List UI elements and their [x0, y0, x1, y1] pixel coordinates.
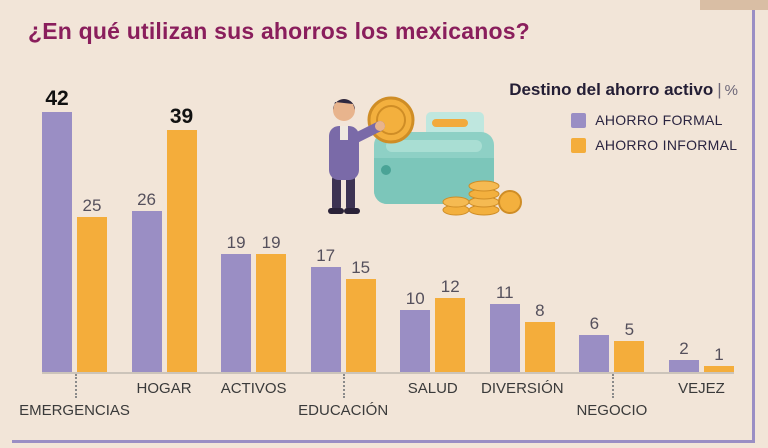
value-label-hogar: 26 [137, 190, 157, 209]
value-label-educación: 17 [316, 246, 336, 265]
bar-formal-negocio [579, 335, 610, 372]
frame-right-line [752, 10, 755, 443]
bar-formal-hogar [131, 211, 162, 372]
bar-group-activos: 19 19 ACTIVOS [221, 82, 287, 397]
bar-informal-hogar [166, 130, 197, 372]
bar-informal-vejez [703, 366, 734, 372]
bar-formal-educación [310, 267, 341, 372]
value-label-diversión: 8 [535, 301, 545, 320]
wallet-icon [374, 132, 494, 204]
value-label-emergencias: 42 [45, 87, 69, 110]
bar-formal-activos [221, 254, 252, 372]
bar-informal-activos [256, 254, 287, 372]
value-label-vejez: 2 [679, 339, 689, 358]
savings-illustration [328, 96, 522, 216]
label-leader-line [343, 374, 346, 398]
label-leader-line [611, 374, 614, 398]
value-label-diversión: 11 [495, 283, 514, 302]
bar-group-negocio: 6 5 NEGOCIO [576, 82, 647, 419]
bar-formal-emergencias [42, 112, 72, 372]
bar-informal-salud [435, 298, 466, 372]
man-illustration [328, 99, 385, 214]
value-label-negocio: 6 [589, 314, 600, 333]
bar-group-salud: 10 12 SALUD [400, 82, 466, 397]
bar-group-hogar: 26 39 HOGAR [131, 82, 197, 397]
bar-informal-emergencias [77, 217, 107, 372]
bar-informal-educación [345, 279, 376, 372]
grouped-bar-chart: 42 25 EMERGENCIAS 26 39 HOGAR 19 19 ACTIVOS 17 15 E… [19, 82, 734, 419]
bar-informal-negocio [614, 341, 645, 372]
coin-stack-icon [442, 180, 522, 216]
category-label-vejez: VEJEZ [678, 380, 725, 397]
big-coin-icon [367, 96, 415, 144]
value-label-activos: 19 [261, 233, 281, 252]
value-label-salud: 12 [440, 277, 460, 296]
bar-formal-diversión [489, 304, 520, 372]
bar-group-diversión: 11 8 DIVERSIÓN [481, 82, 564, 397]
category-label-educación: EDUCACIÓN [298, 402, 389, 419]
category-label-hogar: HOGAR [136, 380, 192, 397]
category-label-negocio: NEGOCIO [576, 402, 648, 419]
label-leader-line [74, 374, 77, 398]
value-label-activos: 19 [226, 233, 246, 252]
category-label-activos: ACTIVOS [220, 380, 287, 397]
bar-group-educación: 17 15 EDUCACIÓN [298, 82, 388, 419]
legend-item-formal: AHORRO FORMAL [571, 112, 738, 128]
value-label-negocio: 5 [624, 320, 635, 339]
unit-label: % [724, 82, 738, 99]
value-label-educación: 15 [351, 258, 371, 277]
legend-item-informal: AHORRO INFORMAL [571, 137, 738, 153]
value-label-salud: 10 [405, 289, 425, 308]
value-label-vejez: 1 [714, 345, 724, 364]
corner-decoration [700, 0, 768, 10]
legend: Destino del ahorro activo |% AHORRO FORMA… [509, 80, 738, 162]
frame-bottom-line [12, 440, 755, 443]
legend-label: AHORRO FORMAL [595, 112, 723, 128]
page-title: ¿En qué utilizan sus ahorros los mexican… [28, 18, 530, 44]
informal-swatch-icon [571, 137, 587, 153]
legend-title: Destino del ahorro activo [509, 80, 714, 99]
divider: | [717, 80, 722, 99]
bar-informal-diversión [524, 322, 555, 372]
category-label-diversión: DIVERSIÓN [481, 380, 564, 397]
legend-label: AHORRO INFORMAL [595, 137, 738, 153]
bar-formal-vejez [668, 360, 699, 372]
category-label-salud: SALUD [407, 380, 458, 397]
bar-group-emergencias: 42 25 EMERGENCIAS [19, 82, 130, 419]
legend-title-row: Destino del ahorro activo |% [509, 80, 738, 100]
value-label-hogar: 39 [169, 105, 194, 128]
category-label-emergencias: EMERGENCIAS [19, 402, 130, 419]
formal-swatch-icon [571, 112, 587, 128]
bar-group-vejez: 2 1 VEJEZ [668, 82, 734, 397]
bar-formal-salud [400, 310, 431, 372]
value-label-emergencias: 25 [82, 196, 102, 215]
